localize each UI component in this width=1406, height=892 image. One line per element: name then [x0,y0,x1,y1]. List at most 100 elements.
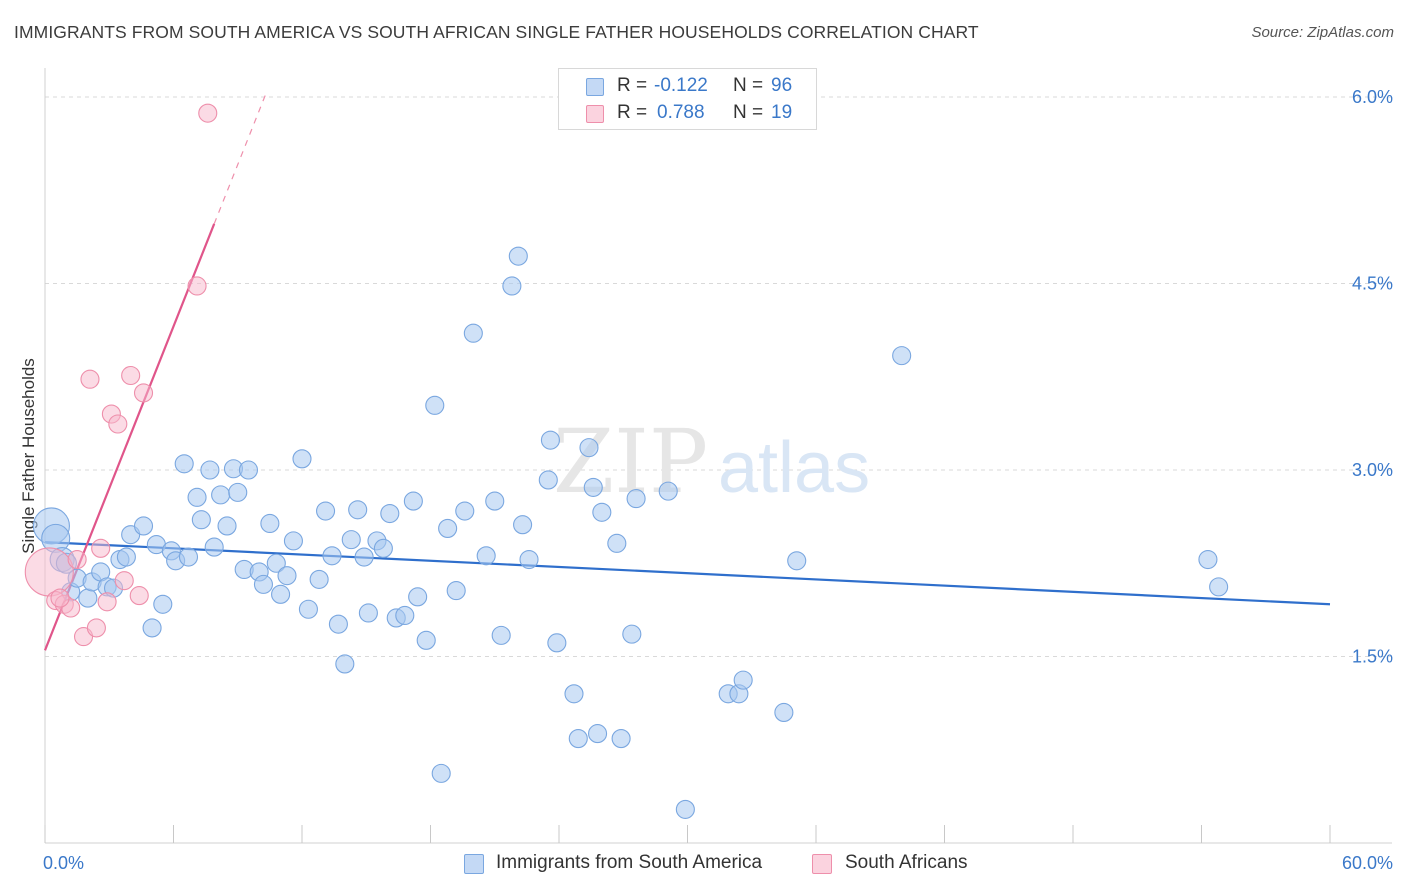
legend-label-south-america: Immigrants from South America [496,852,763,873]
stats-legend: R = -0.122 N = 96 R = 0.788 N = 19 [558,68,817,130]
point-south-america [538,470,558,490]
point-south-america [476,546,496,566]
point-south-africans [50,588,70,608]
y-axis-title: Single Father Households [19,358,38,554]
point-south-america [142,618,162,638]
point-south-america [438,518,458,538]
legend-swatch-blue [586,78,604,96]
y-tick-label: 6.0% [1352,87,1393,107]
tick-labels: 1.5% 3.0% 4.5% 6.0% 0.0% 60.0% [43,87,1393,873]
point-south-america [153,594,173,614]
point-south-america [191,510,211,530]
point-south-africans [91,538,111,558]
point-south-america [373,538,393,558]
point-south-africans [114,571,134,591]
point-south-america [277,566,297,586]
point-south-america [587,724,608,744]
point-south-america [583,477,603,497]
point-south-america [607,533,627,553]
point-south-america [174,454,194,474]
point-south-america [403,491,423,511]
point-south-america [508,246,528,266]
point-south-america [78,588,98,608]
point-south-africans [129,586,149,606]
point-south-america [116,547,136,567]
point-south-america [253,574,274,594]
legend-r-value: -0.122 [654,75,708,96]
legend-row-pink: R = 0.788 N = 19 [559,102,816,128]
point-south-africans [198,103,218,123]
y-tick-label: 3.0% [1352,460,1393,480]
y-tick-label: 1.5% [1352,647,1393,667]
point-south-america [416,630,436,650]
data-points [24,103,1229,819]
legend-n-label: N = [733,75,764,96]
legend-row-blue: R = -0.122 N = 96 [559,75,816,101]
point-south-america [564,684,584,704]
point-south-america [446,581,466,601]
point-south-america [354,547,374,567]
legend-n-value: 19 [771,102,793,123]
point-south-america [1198,549,1218,570]
point-south-africans [97,592,117,612]
legend-swatch-south-africans [812,854,832,874]
point-south-africans [108,414,128,434]
point-south-america [316,501,336,521]
point-south-america [408,587,428,607]
point-south-america [579,438,599,458]
point-south-america [513,515,533,535]
point-south-america [283,531,303,551]
point-south-america [341,530,361,550]
point-south-america [502,276,522,296]
point-south-africans [133,383,154,403]
point-south-america [204,537,224,557]
point-south-america [592,502,612,522]
legend-label-south-africans: South Africans [845,852,968,873]
point-south-america [266,553,286,573]
point-south-africans [121,365,141,386]
trend-line-south-america [44,541,1331,606]
point-south-america [335,654,355,674]
point-south-america [217,516,237,536]
point-south-africans [67,549,87,570]
legend-n-value: 96 [771,75,793,96]
point-south-africans [24,547,74,597]
point-south-america [455,501,475,521]
point-south-america [228,482,248,502]
legend-r-value: 0.788 [657,102,705,123]
point-south-america [547,633,567,653]
point-south-africans [80,369,100,389]
point-south-america [733,670,753,690]
point-south-america [611,729,631,749]
point-south-america [133,516,154,536]
point-south-america [1209,577,1229,597]
point-south-america [675,799,695,819]
point-south-america [322,546,342,566]
point-south-america [622,624,642,644]
y-tick-label: 4.5% [1352,274,1393,294]
point-south-america [568,729,588,749]
point-south-america [658,481,678,501]
point-south-america [425,395,445,415]
point-south-america [187,487,207,507]
point-south-america [395,605,415,626]
x-tick-label-min: 0.0% [43,853,84,873]
point-south-america [328,614,348,634]
point-south-america [540,430,560,450]
point-south-africans [187,276,207,296]
point-south-america [380,503,400,524]
point-south-america [292,449,312,469]
point-south-america [491,625,511,645]
x-tick-label-max: 60.0% [1342,853,1393,873]
point-south-america [260,513,280,534]
point-south-america [238,460,259,480]
point-south-america [485,491,505,511]
legend-swatch-pink [586,105,604,123]
trend-line-extension-south-africans [213,94,267,225]
legend-r-label: R = [617,75,648,96]
point-south-america [178,547,199,567]
point-south-america [358,603,378,623]
point-south-america [271,584,291,604]
point-south-america [774,702,794,723]
